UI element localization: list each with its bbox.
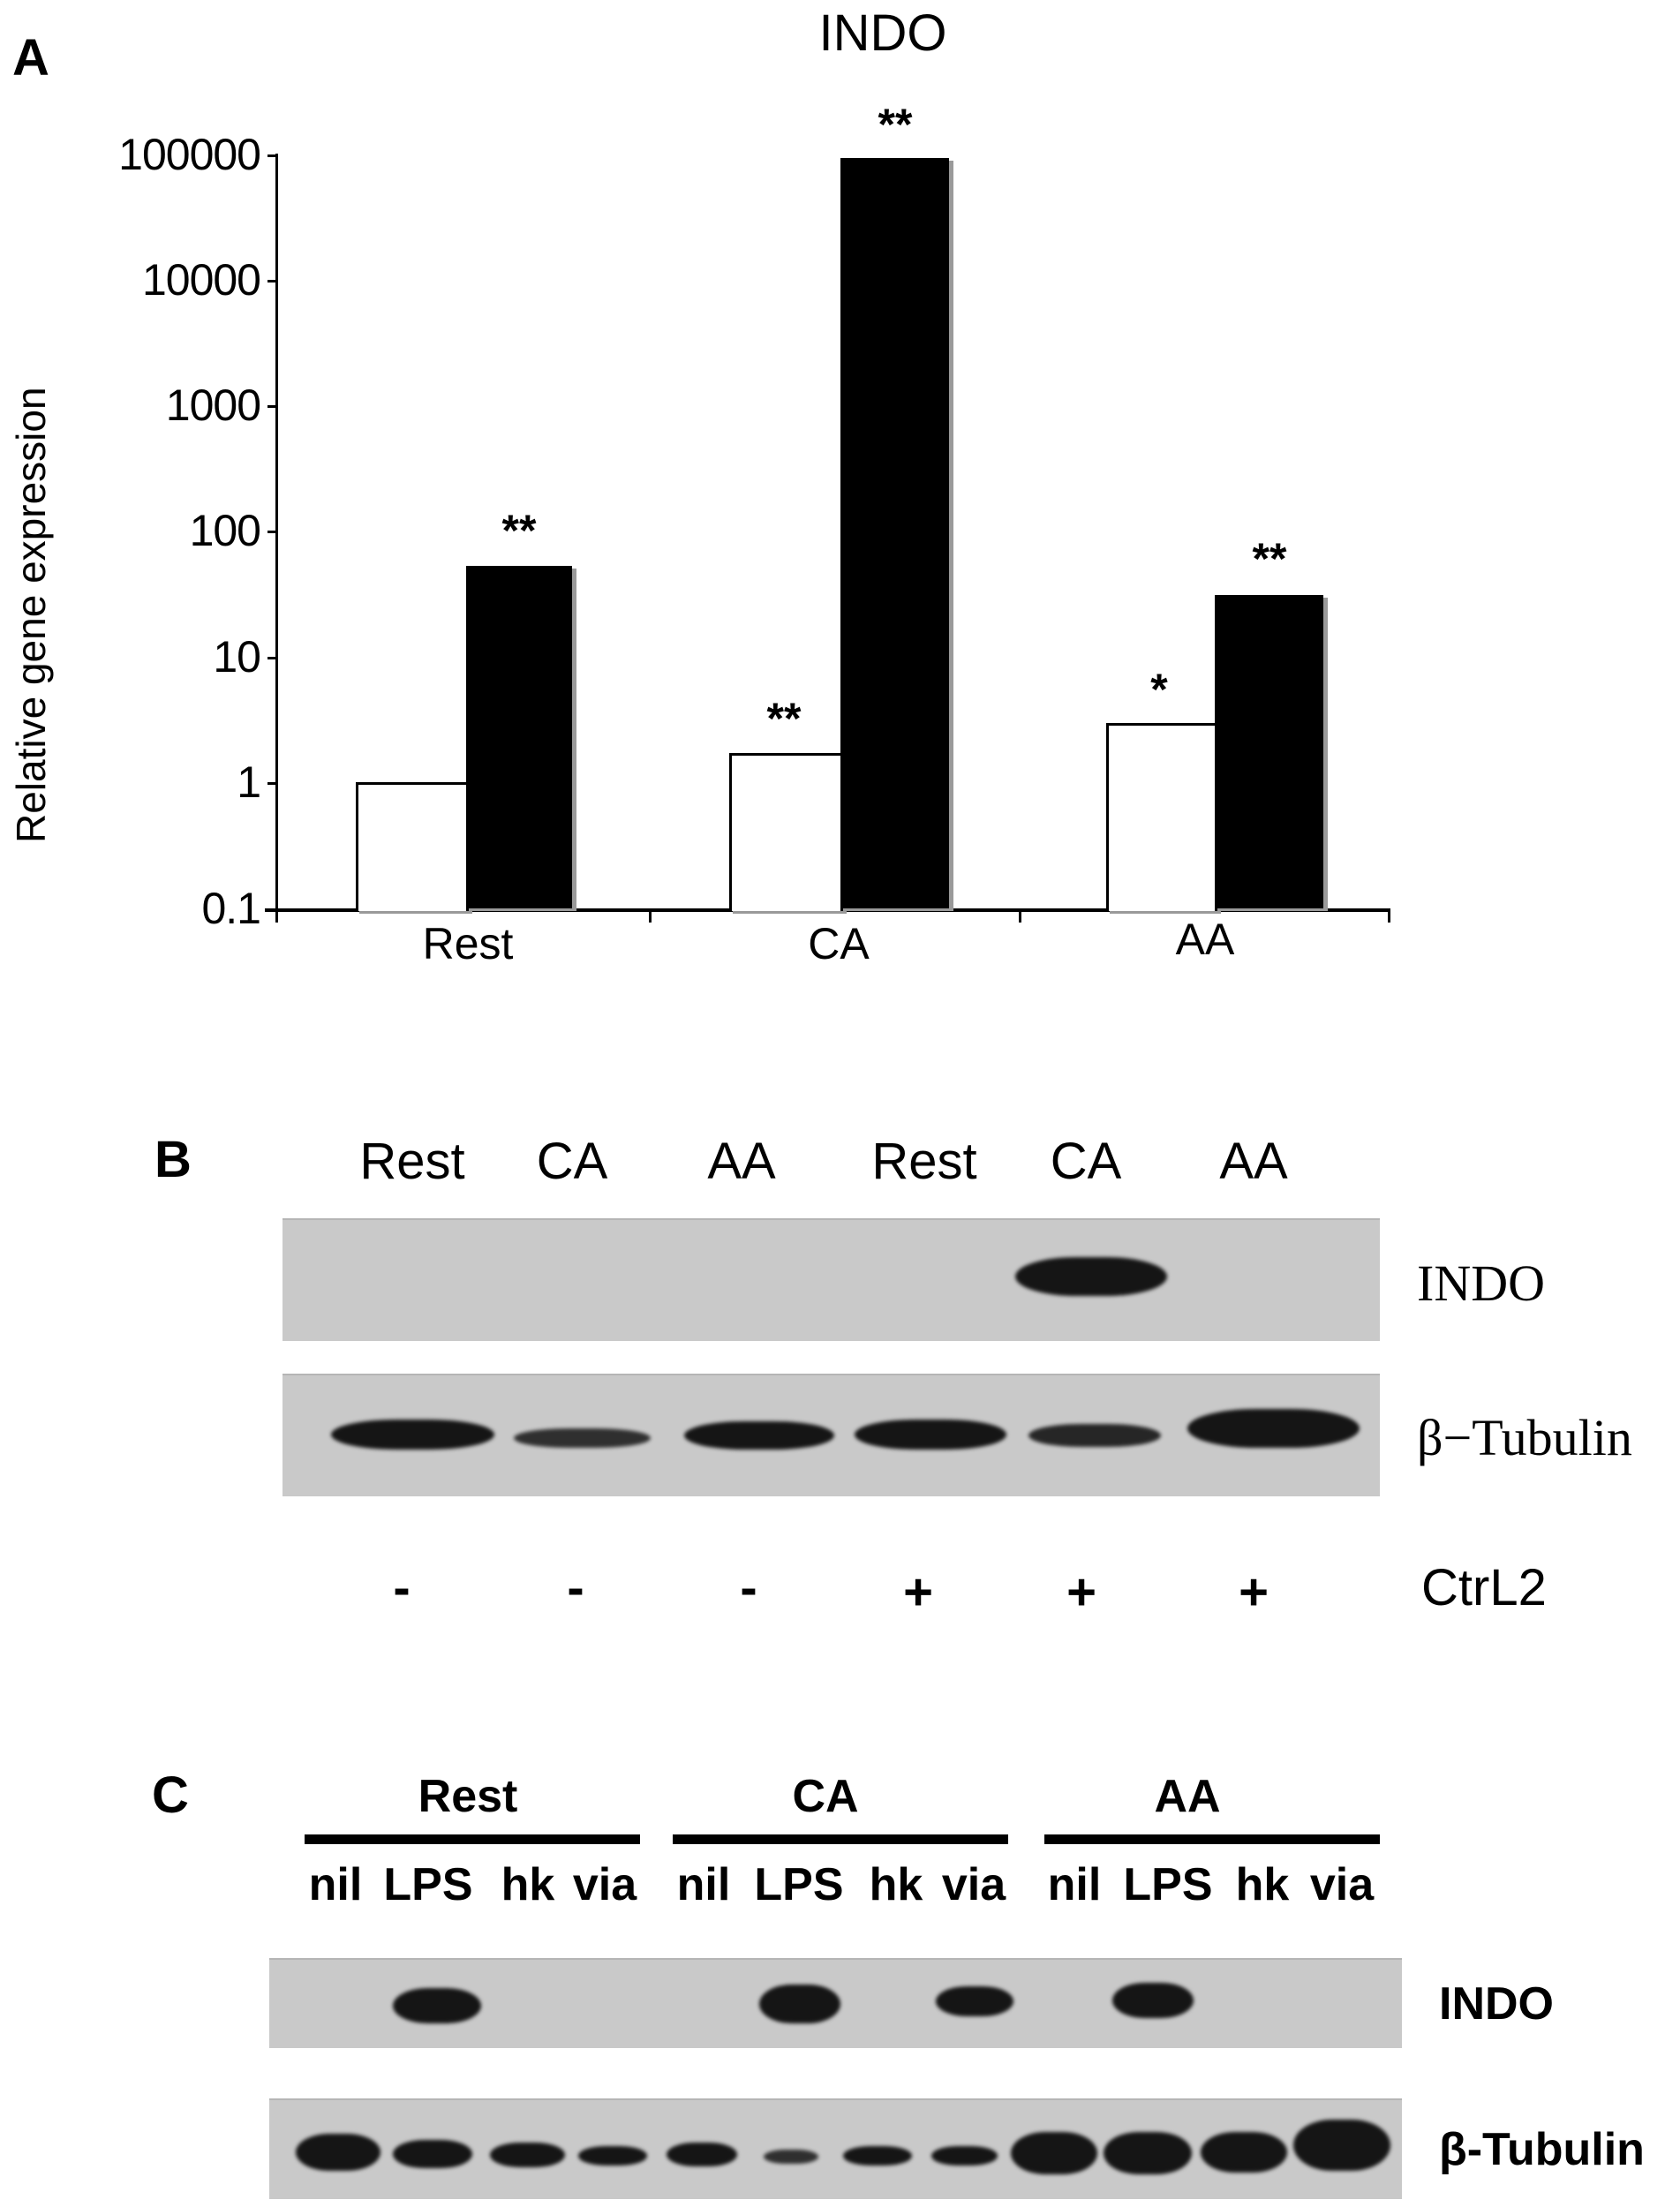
protein-band [490,2143,565,2167]
chart-title: INDO [818,4,947,62]
group-bracket [673,1834,1008,1844]
protein-band [1293,2120,1390,2171]
significance-marker: ** [1252,534,1287,584]
y-tick-label: 1000 [165,380,261,430]
protein-band [331,1420,494,1450]
lane-label: nil [1047,1859,1102,1910]
y-tick [267,154,276,157]
y-tick [267,657,276,659]
protein-band [1028,1424,1161,1447]
lane-label: hk [501,1859,555,1910]
blot-label: INDO [1439,1978,1554,2030]
lane-label: nil [308,1859,363,1910]
significance-marker: * [1150,665,1168,714]
significance-marker: ** [766,694,802,743]
lane-label: CA [1050,1133,1122,1190]
treatment-sign: - [393,1559,411,1616]
treatment-label: CtrL2 [1421,1559,1547,1616]
blot-label: INDO [1417,1254,1545,1312]
bar-ca-untreated [729,753,843,911]
y-axis-line [275,154,278,911]
protein-band [931,2146,998,2166]
protein-band [667,2143,737,2166]
lane-label: via [572,1859,637,1910]
panel-a-letter: A [12,29,49,87]
y-tick [267,531,276,533]
treatment-sign: + [1239,1563,1269,1621]
bar-aa-treated [1215,595,1323,908]
lane-label: via [1309,1859,1375,1910]
x-category-label: Rest [422,919,514,968]
blot-label: β-Tubulin [1439,2124,1645,2175]
panel-c-letter: C [152,1766,189,1824]
protein-band [855,1420,1006,1450]
protein-band [393,1988,481,2023]
panel-b-letter: B [154,1131,192,1188]
protein-band [1104,2132,1192,2174]
lane-label: hk [869,1859,923,1910]
y-tick [267,782,276,785]
x-category-label: CA [808,919,870,968]
protein-band [843,2146,912,2166]
y-tick-label: 100000 [118,130,261,179]
lane-label: Rest [359,1133,465,1190]
protein-band [514,1428,651,1448]
bar-rest-treated [466,566,572,908]
y-tick-label: 10000 [141,255,261,305]
y-tick-label: 0.1 [201,884,261,933]
lane-label: hk [1235,1859,1290,1910]
y-tick-label: 1 [237,757,261,807]
treatment-sign: + [903,1563,933,1621]
x-tick [1388,910,1390,923]
protein-band [764,2150,818,2164]
lane-label: LPS [1123,1859,1213,1910]
lane-label: LPS [383,1859,473,1910]
protein-band [393,2140,472,2168]
lane-label: via [941,1859,1006,1910]
treatment-sign: - [740,1559,757,1616]
protein-band [936,1986,1013,2016]
y-tick [267,280,276,282]
protein-band [296,2134,380,2171]
bar-ca-treated [840,158,949,908]
group-label: CA [792,1771,859,1822]
x-tick [649,910,652,923]
y-tick-label: 100 [189,506,261,555]
x-tick [275,910,278,923]
protein-band [759,1985,840,2023]
indo-blot-c [269,1958,1402,2048]
y-tick-label: 10 [213,632,261,682]
treatment-sign: - [567,1559,584,1616]
protein-band [1011,2132,1097,2174]
y-tick [267,405,276,408]
protein-band [1187,1409,1360,1448]
group-bracket [1044,1834,1380,1844]
protein-band [684,1421,834,1450]
significance-marker: ** [878,100,913,149]
protein-band [1015,1257,1167,1296]
tubulin-blot-c [269,2098,1402,2199]
indo-blot-b [283,1218,1380,1341]
blot-label: β−Tubulin [1417,1409,1632,1466]
treatment-sign: + [1066,1563,1096,1621]
tubulin-blot-b [283,1374,1380,1496]
bar-aa-untreated [1106,723,1217,911]
protein-band [1112,1983,1194,2018]
significance-marker: ** [501,506,537,555]
protein-band [1201,2132,1287,2173]
lane-label: CA [536,1133,608,1190]
lane-label: AA [707,1133,776,1190]
lane-label: nil [676,1859,731,1910]
bar-rest-untreated [356,782,469,911]
x-category-label: AA [1175,915,1235,964]
lane-label: LPS [754,1859,844,1910]
lane-label: Rest [871,1133,977,1190]
x-tick [1019,910,1021,923]
lane-label: AA [1219,1133,1288,1190]
protein-band [578,2146,647,2166]
group-label: Rest [418,1771,518,1822]
group-bracket [305,1834,640,1844]
group-label: AA [1154,1771,1221,1822]
